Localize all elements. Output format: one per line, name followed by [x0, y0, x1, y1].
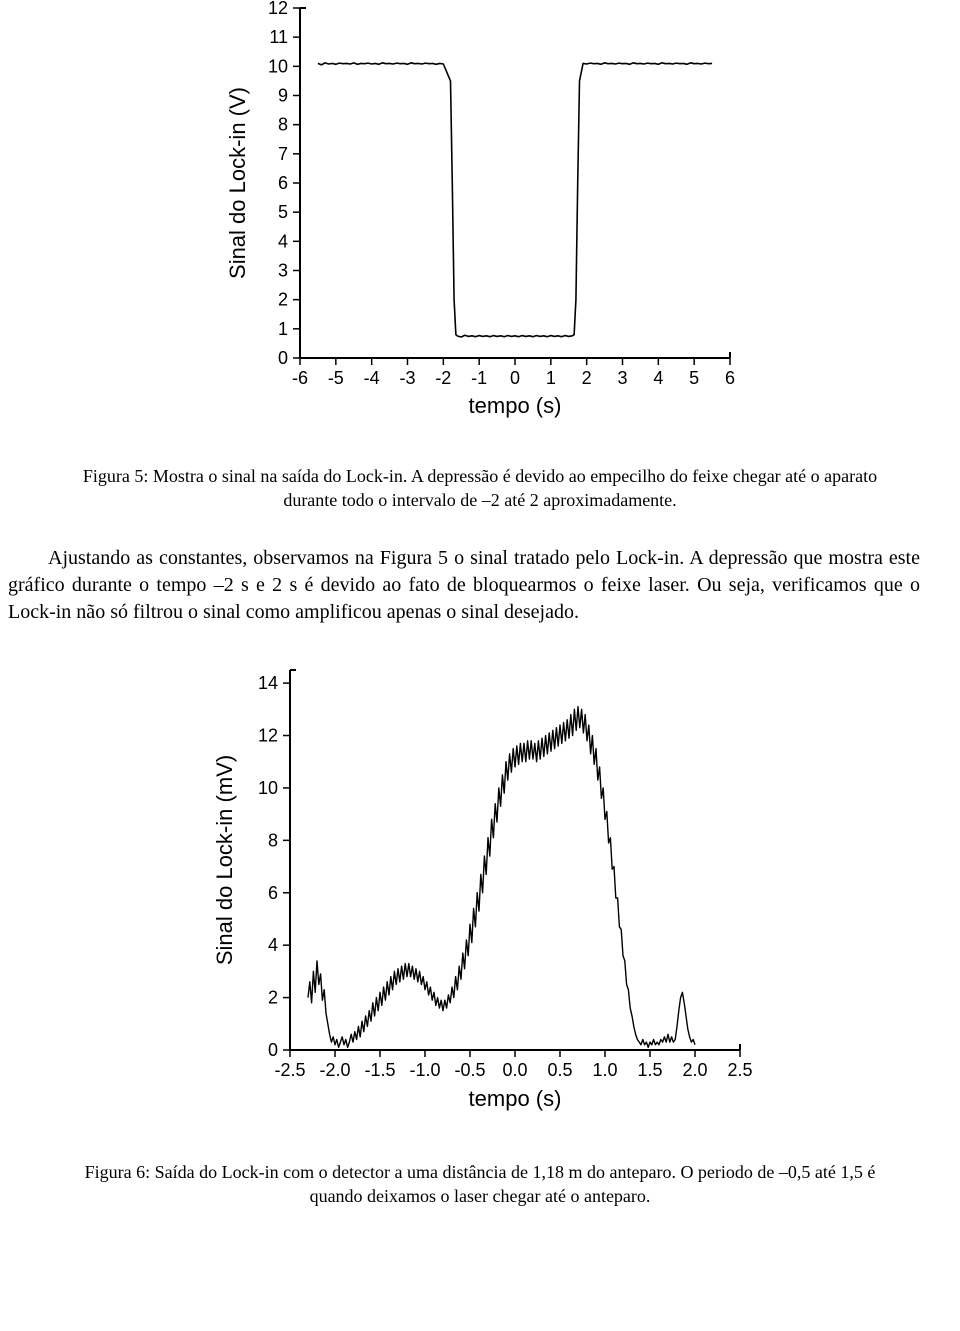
- svg-text:10: 10: [258, 778, 278, 798]
- svg-text:-3: -3: [399, 368, 415, 388]
- svg-text:14: 14: [258, 673, 278, 693]
- svg-text:6: 6: [268, 882, 278, 902]
- svg-text:9: 9: [278, 86, 288, 106]
- figure-6-svg: 0 2 4 6 8 10 12 14 -2.5 -2.0 -1.5 -1.0 -0.5 0.0 0.5 1.0…: [180, 656, 780, 1136]
- svg-text:-1.0: -1.0: [409, 1060, 440, 1080]
- svg-text:1: 1: [278, 319, 288, 339]
- figure-6-chart: 0 2 4 6 8 10 12 14 -2.5 -2.0 -1.5 -1.0 -0.5 0.0 0.5 1.0…: [0, 656, 960, 1136]
- page: 0123456789101112-6-5-4-3-2-10123456tempo…: [0, 0, 960, 1280]
- svg-text:4: 4: [278, 231, 288, 251]
- svg-text:-2: -2: [435, 368, 451, 388]
- svg-text:Sinal do Lock-in (mV): Sinal do Lock-in (mV): [212, 754, 237, 964]
- svg-text:2.0: 2.0: [682, 1060, 707, 1080]
- svg-text:1.5: 1.5: [637, 1060, 662, 1080]
- svg-text:0.5: 0.5: [547, 1060, 572, 1080]
- svg-text:3: 3: [617, 368, 627, 388]
- figure-6-caption: Figura 6: Saída do Lock-in com o detecto…: [80, 1160, 880, 1209]
- svg-text:10: 10: [268, 56, 288, 76]
- svg-text:2: 2: [268, 987, 278, 1007]
- svg-text:12: 12: [258, 725, 278, 745]
- svg-text:tempo (s): tempo (s): [469, 1086, 562, 1111]
- figure-5-caption: Figura 5: Mostra o sinal na saída do Loc…: [80, 464, 880, 513]
- svg-text:-1.5: -1.5: [364, 1060, 395, 1080]
- svg-text:-1: -1: [471, 368, 487, 388]
- svg-text:-2.5: -2.5: [274, 1060, 305, 1080]
- figure-5-svg: 0123456789101112-6-5-4-3-2-10123456tempo…: [200, 0, 760, 440]
- figure-5-chart: 0123456789101112-6-5-4-3-2-10123456tempo…: [0, 0, 960, 440]
- svg-text:0: 0: [278, 348, 288, 368]
- svg-text:2.5: 2.5: [727, 1060, 752, 1080]
- svg-text:Sinal do Lock-in (V): Sinal do Lock-in (V): [225, 87, 250, 279]
- svg-text:8: 8: [268, 830, 278, 850]
- svg-text:0.0: 0.0: [502, 1060, 527, 1080]
- svg-text:0: 0: [268, 1040, 278, 1060]
- svg-text:1.0: 1.0: [592, 1060, 617, 1080]
- svg-text:5: 5: [689, 368, 699, 388]
- paragraph-1: Ajustando as constantes, observamos na F…: [8, 545, 920, 626]
- svg-text:4: 4: [653, 368, 663, 388]
- svg-text:-6: -6: [292, 368, 308, 388]
- svg-text:4: 4: [268, 935, 278, 955]
- svg-text:-0.5: -0.5: [454, 1060, 485, 1080]
- svg-text:1: 1: [546, 368, 556, 388]
- svg-text:-5: -5: [328, 368, 344, 388]
- svg-text:11: 11: [269, 27, 288, 47]
- svg-text:6: 6: [278, 173, 288, 193]
- svg-text:0: 0: [510, 368, 520, 388]
- svg-text:6: 6: [725, 368, 735, 388]
- svg-text:7: 7: [278, 144, 288, 164]
- svg-text:2: 2: [278, 290, 288, 310]
- svg-text:2: 2: [582, 368, 592, 388]
- svg-text:8: 8: [278, 115, 288, 135]
- svg-text:5: 5: [278, 202, 288, 222]
- svg-text:-2.0: -2.0: [319, 1060, 350, 1080]
- svg-text:tempo (s): tempo (s): [469, 393, 562, 418]
- svg-text:-4: -4: [364, 368, 380, 388]
- svg-text:3: 3: [278, 261, 288, 281]
- svg-text:12: 12: [268, 0, 288, 18]
